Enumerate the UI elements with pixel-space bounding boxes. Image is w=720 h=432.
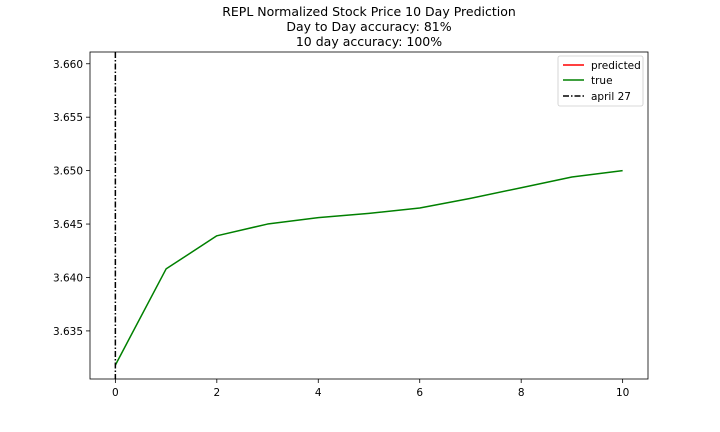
title-line-2: Day to Day accuracy: 81% xyxy=(286,19,451,34)
legend-label-predicted: predicted xyxy=(591,60,641,72)
y-tick-label: 3.660 xyxy=(53,59,83,71)
x-tick-label: 4 xyxy=(315,387,322,399)
x-tick-label: 2 xyxy=(213,387,220,399)
x-tick-label: 0 xyxy=(112,387,119,399)
axes-frame xyxy=(89,51,649,380)
legend-label-april-27: april 27 xyxy=(591,91,631,103)
series-layer xyxy=(114,52,623,379)
y-tick-label: 3.645 xyxy=(53,219,83,231)
series-line-true xyxy=(114,169,623,366)
x-axis: 0 2 4 6 8 10 xyxy=(112,379,629,399)
y-tick-label: 3.650 xyxy=(53,166,83,178)
legend: predicted true april 27 xyxy=(557,55,644,107)
x-tick-label: 10 xyxy=(616,387,629,399)
legend-box xyxy=(557,55,644,107)
x-tick-label: 6 xyxy=(416,387,423,399)
y-tick-label: 3.635 xyxy=(53,326,83,338)
x-tick-label: 8 xyxy=(518,387,525,399)
y-tick-label: 3.655 xyxy=(53,112,83,124)
plot-area xyxy=(90,52,648,379)
y-tick-label: 3.640 xyxy=(53,272,83,284)
title-line-1: REPL Normalized Stock Price 10 Day Predi… xyxy=(222,4,516,19)
y-axis: 3.635 3.640 3.645 3.650 3.655 3.660 xyxy=(53,59,90,338)
chart-title: REPL Normalized Stock Price 10 Day Predi… xyxy=(222,4,516,49)
title-line-3: 10 day accuracy: 100% xyxy=(296,34,442,49)
legend-label-true: true xyxy=(591,75,613,87)
